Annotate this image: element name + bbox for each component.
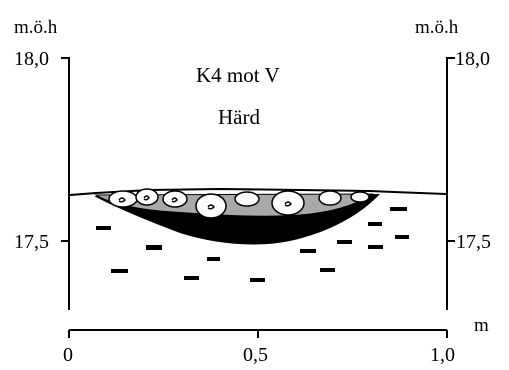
charcoal-fragment [395, 235, 409, 239]
figure-title: K4 mot V [196, 63, 280, 87]
stone-6 [271, 190, 305, 216]
charcoal-fragment [337, 240, 352, 244]
charcoal-fragments [96, 207, 409, 282]
right-y-unit-label: m.ö.h [415, 17, 459, 38]
x-tick-label-1-0: 1,0 [430, 344, 455, 366]
stone-crack-marks [118, 195, 292, 210]
stone-2 [135, 188, 159, 206]
x-unit-label: m [474, 315, 489, 336]
charcoal-fragment [320, 268, 335, 272]
charcoal-fragment [368, 245, 383, 249]
ground-surface-line [69, 187, 447, 196]
charcoal-fragment [207, 257, 220, 261]
stone-8 [350, 191, 370, 203]
charcoal-fragment [111, 269, 128, 273]
left-y-unit-label: m.ö.h [14, 17, 58, 38]
charcoal-fragment [300, 249, 316, 253]
charcoal-fragment [250, 278, 265, 282]
hearth-pit-icon [69, 187, 447, 245]
left-tick-label-17-5: 17,5 [14, 231, 49, 253]
stone-7 [318, 190, 342, 206]
charcoal-fragment [96, 226, 111, 230]
charcoal-fragment [184, 276, 199, 280]
stone-3 [162, 190, 188, 208]
fire-cracked-stone-icon [108, 188, 370, 219]
charcoal-fragment [390, 207, 407, 211]
stone-4 [195, 193, 227, 219]
figure-subtitle: Härd [218, 105, 260, 129]
charcoal-fragment [146, 245, 162, 250]
x-tick-label-0-5: 0,5 [243, 344, 268, 366]
charcoal-fragment [368, 222, 382, 226]
stone-5 [234, 191, 260, 207]
left-tick-label-18-0: 18,0 [14, 48, 49, 70]
x-tick-label-0: 0 [63, 344, 73, 366]
right-tick-label-18-0: 18,0 [455, 48, 490, 70]
right-tick-label-17-5: 17,5 [456, 231, 491, 253]
